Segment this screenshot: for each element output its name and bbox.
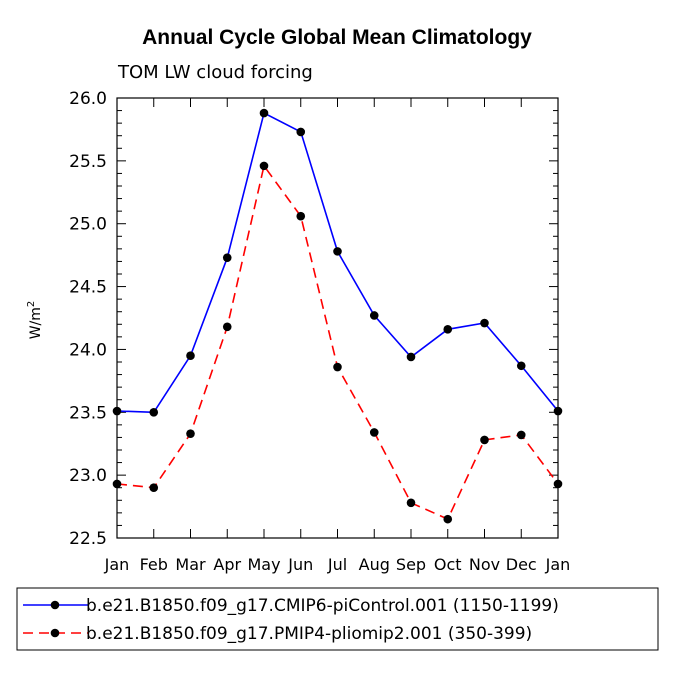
series-1-point [333,247,342,256]
legend-marker-2 [50,628,60,638]
y-axis-label-text: W/m [28,307,44,339]
x-tick-label: Feb [140,555,168,574]
y-tick-label: 25.5 [69,152,107,172]
x-tick-label: Aug [359,555,390,574]
y-tick-label: 23.0 [69,466,107,486]
series-2-point [406,498,416,508]
series-2-point [443,514,453,524]
x-tick-label: Oct [434,555,462,574]
x-tick-label: May [247,555,280,574]
x-tick-label: Dec [506,555,537,574]
plot-area: 22.5 23.0 23.5 24.0 24.5 25.0 25.5 26.0 Jan Feb Ma… [69,89,570,574]
legend: b.e21.B1850.f09_g17.CMIP6-piControl.001 … [16,587,659,651]
series-2-point [333,362,342,372]
series-2-point [149,483,159,493]
y-tick-label: 23.5 [69,403,107,423]
series-1-point [259,108,269,118]
legend-label-2: b.e21.B1850.f09_g17.PMIP4-pliomip2.001 (… [86,624,532,644]
y-tick-label: 24.0 [69,340,107,360]
chart-title: Annual Cycle Global Mean Climatology [142,26,532,49]
y-tick-label: 24.5 [69,278,107,298]
y-tick-label: 22.5 [69,529,107,549]
x-tick-label: Apr [213,555,241,574]
series-1-point [296,127,306,137]
series-2-point [516,430,526,440]
series-1-point [516,361,526,371]
x-tick-label: Jul [327,555,347,574]
series-2-point [296,211,306,221]
x-tick-label: Jan [545,555,571,574]
y-axis-label-superscript: 2 [26,301,37,307]
series-2-point [186,429,195,438]
x-tick-label: Jan [104,555,130,574]
x-tick-label: Nov [469,555,500,574]
series-1-point [369,311,379,320]
y-tick-label: 26.0 [69,89,107,109]
x-tick-label: Jun [287,555,313,574]
chart-subtitle: TOM LW cloud forcing [117,62,313,83]
y-tick-label: 25.0 [69,215,107,235]
series-1-point [112,406,122,416]
series-1-point [186,351,195,361]
x-tick-label: Mar [175,555,206,574]
series-1-point [222,253,232,262]
series-1-point [480,318,489,328]
series-2-point [259,161,269,171]
series-2-point [553,479,563,489]
series-2-point [480,435,489,445]
series-1-point [149,407,159,417]
y-axis-label: W/m2 [26,301,44,340]
series-2-point [369,428,379,437]
legend-marker-1 [50,600,60,610]
series-1-point [406,352,416,362]
series-2-point [112,479,122,489]
x-tick-label: Sep [396,555,426,574]
legend-label-1: b.e21.B1850.f09_g17.CMIP6-piControl.001 … [86,596,559,616]
legend-box [16,587,659,651]
series-1-point [443,325,453,334]
series-2-point [222,322,232,332]
series-1-point [553,406,563,416]
